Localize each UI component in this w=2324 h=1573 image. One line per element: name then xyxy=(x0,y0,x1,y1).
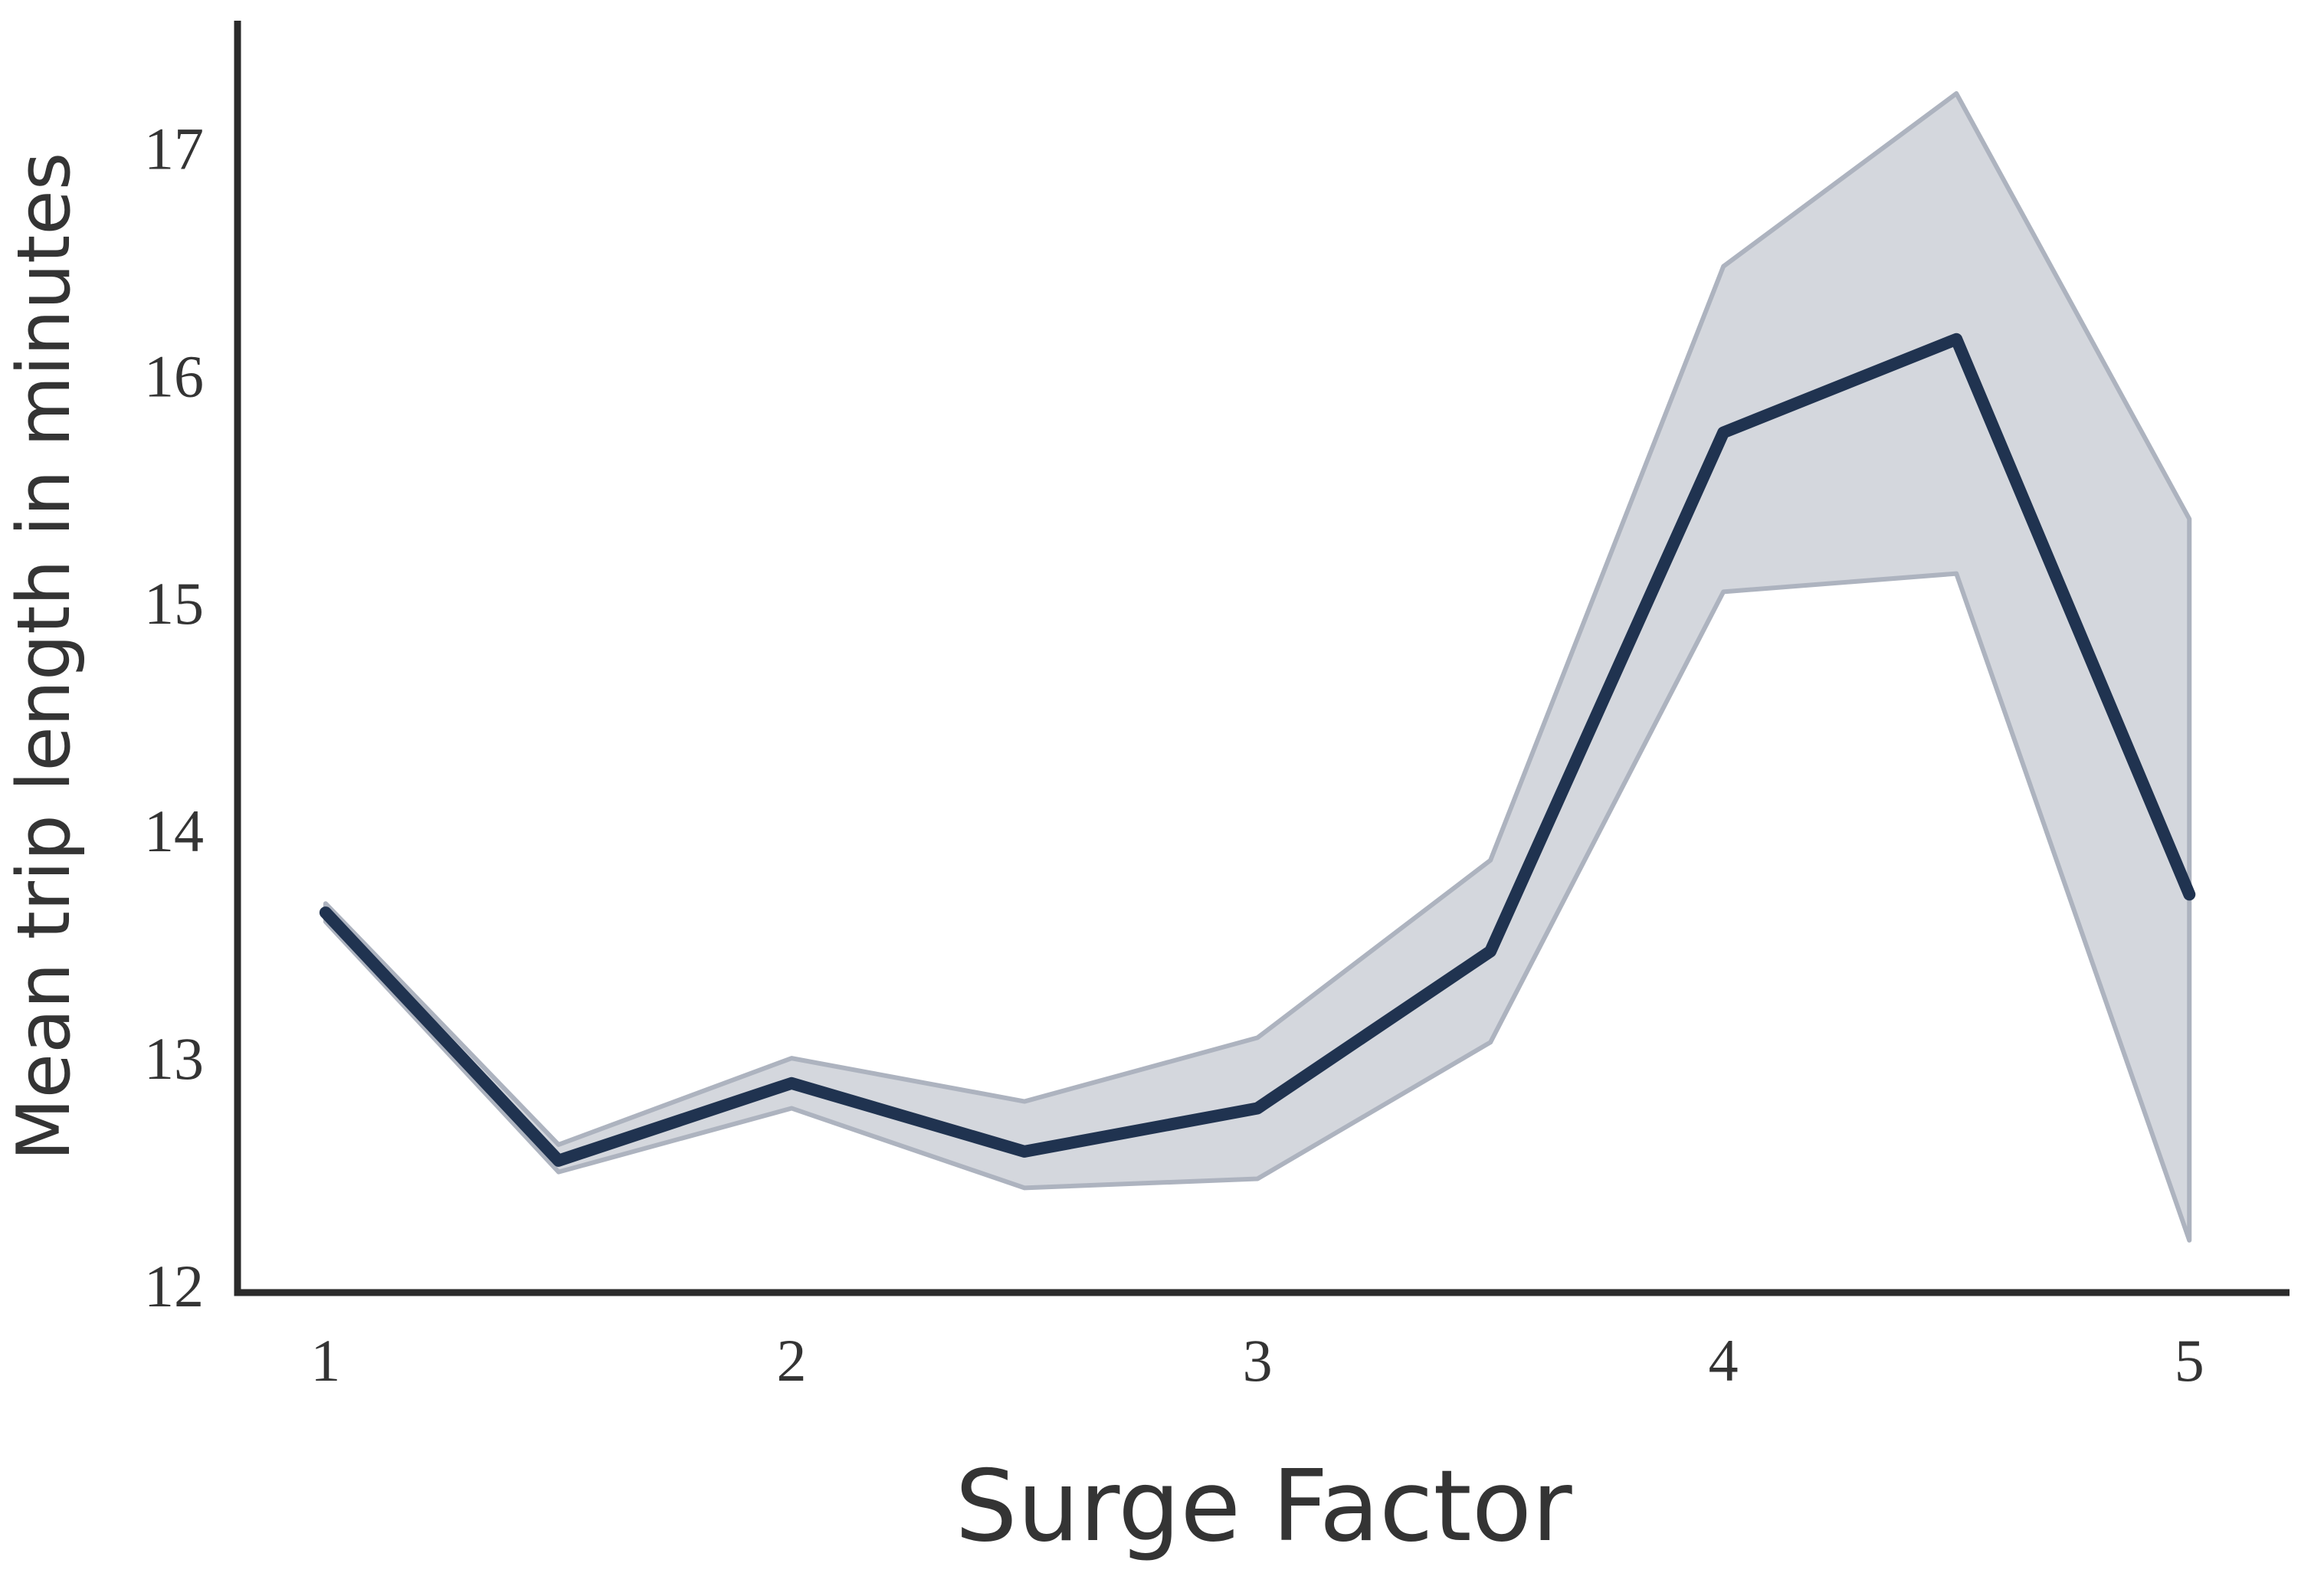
y-tick-label: 13 xyxy=(144,1025,204,1092)
y-tick-label: 14 xyxy=(144,798,204,864)
plot-area xyxy=(319,91,2196,1243)
x-tick-label: 2 xyxy=(777,1327,807,1394)
y-tick-label: 12 xyxy=(144,1253,204,1319)
x-axis-label: Surge Factor xyxy=(955,1450,1572,1564)
mean-line xyxy=(319,333,2196,1167)
y-tick-label: 16 xyxy=(144,342,204,409)
y-tick-label: 15 xyxy=(144,570,204,637)
x-tick-label: 3 xyxy=(1243,1327,1273,1394)
y-axis-label: Mean trip length in minutes xyxy=(2,152,87,1162)
axis-spines xyxy=(234,21,2290,1296)
y-tick-label: 17 xyxy=(144,115,204,182)
x-tick-label: 4 xyxy=(1709,1327,1739,1394)
x-tick-label: 1 xyxy=(310,1327,340,1394)
x-tick-label: 5 xyxy=(2175,1327,2204,1394)
confidence-band xyxy=(323,91,2192,1243)
